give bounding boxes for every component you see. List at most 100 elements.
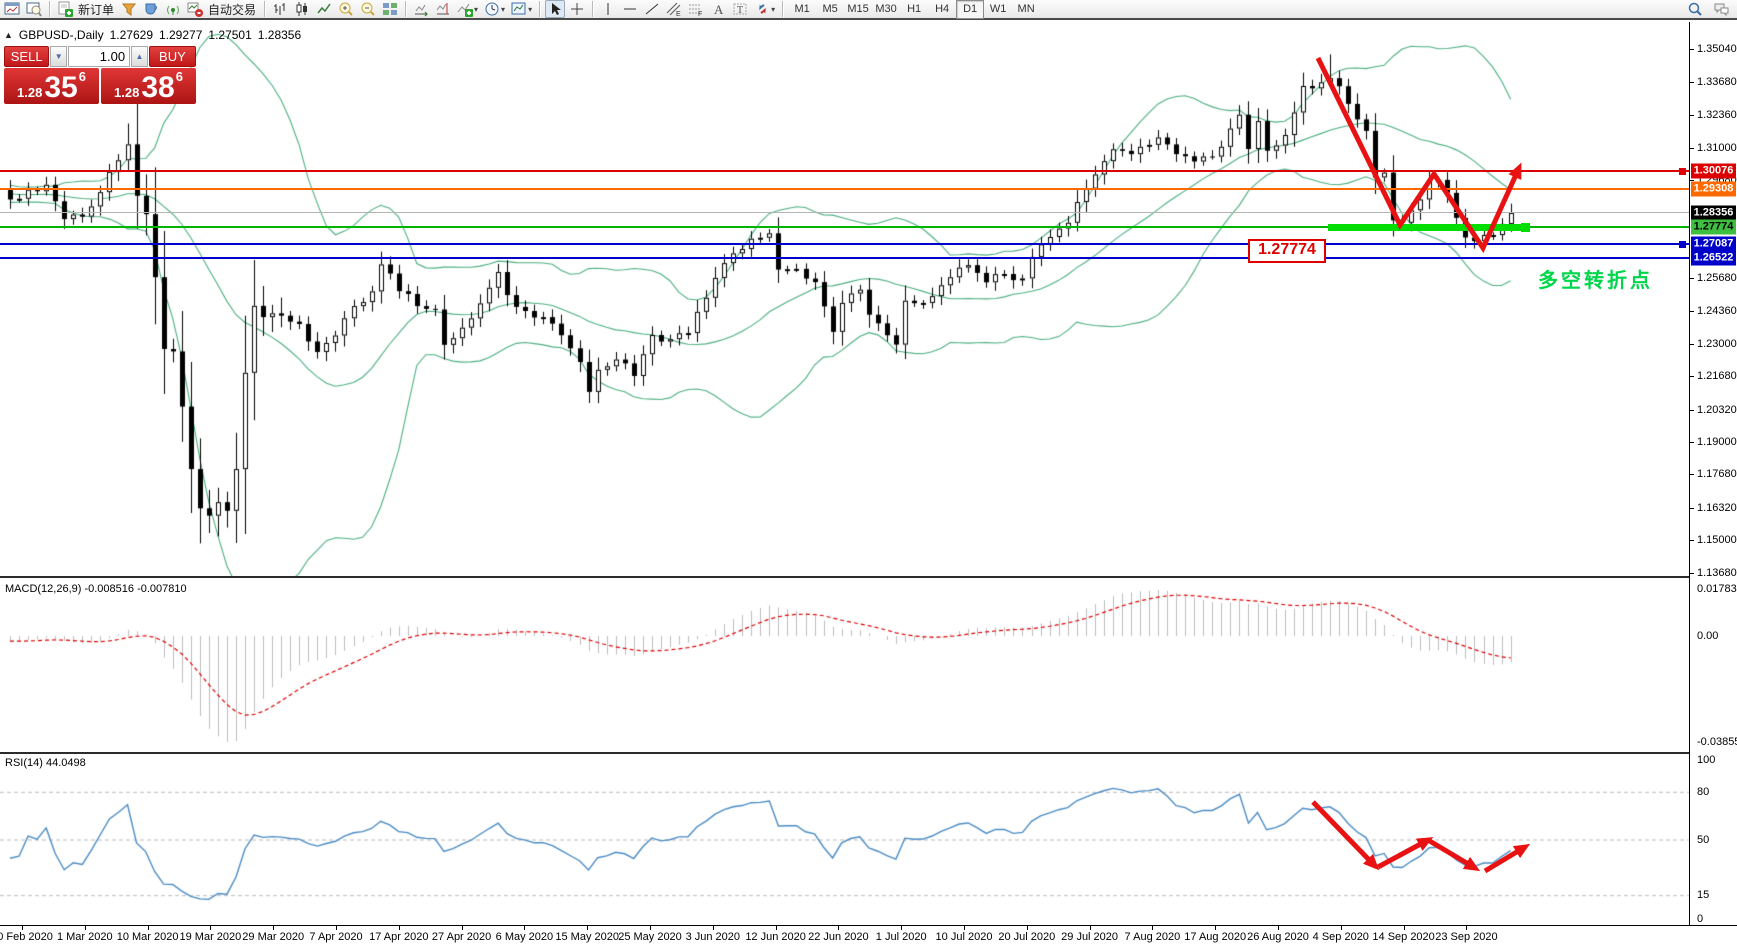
label-icon[interactable]: T xyxy=(730,0,750,18)
date-label: 10 Mar 2020 xyxy=(116,931,179,943)
macd-title: MACD(12,26,9) -0.008516 -0.007810 xyxy=(5,583,187,595)
buy-button[interactable]: BUY xyxy=(148,46,196,67)
horizontal-line-object[interactable] xyxy=(0,188,1689,191)
indicators-icon[interactable]: ▾ xyxy=(455,0,480,18)
line-endpoint-handle[interactable] xyxy=(1521,222,1530,232)
window-chart-icon[interactable] xyxy=(2,0,22,18)
rsi-canvas[interactable] xyxy=(0,754,1690,924)
svg-text:F: F xyxy=(698,11,702,17)
new-order-label[interactable]: 新订单 xyxy=(78,2,115,17)
volume-decrease-button[interactable]: ▼ xyxy=(50,46,68,67)
cursor-icon[interactable] xyxy=(545,0,566,18)
timeframe-button-M1[interactable]: M1 xyxy=(794,3,810,15)
search-icon[interactable] xyxy=(1685,0,1705,18)
timeframe-button-H4[interactable]: H4 xyxy=(935,3,950,15)
arrows-icon[interactable]: ▾ xyxy=(752,0,777,18)
timeframe-button-MN[interactable]: MN xyxy=(1017,3,1035,15)
candle-chart-icon[interactable] xyxy=(292,0,312,18)
volume-input[interactable] xyxy=(68,46,131,67)
line-endpoint-handle[interactable] xyxy=(1679,167,1686,175)
date-label: 23 Sep 2020 xyxy=(1435,931,1498,943)
price-tick-mark xyxy=(1690,344,1694,346)
macd-pane[interactable]: MACD(12,26,9) -0.008516 -0.007810 xyxy=(0,580,1690,752)
zoom-in-icon[interactable] xyxy=(336,0,356,18)
timeframe-button-W1[interactable]: W1 xyxy=(989,3,1007,15)
rsi-pane[interactable]: RSI(14) 44.0498 xyxy=(0,754,1690,924)
bid-price-line[interactable] xyxy=(0,212,1689,214)
timeframe-button-M30[interactable]: M30 xyxy=(875,3,897,15)
text-icon[interactable]: A xyxy=(708,0,728,18)
buy-price-sup: 6 xyxy=(175,69,183,84)
svg-text:T: T xyxy=(737,5,743,16)
timeframe-button-M5[interactable]: M5 xyxy=(822,3,838,15)
price-tick-mark xyxy=(1690,49,1694,50)
collapse-trade-panel-icon[interactable]: ▲ xyxy=(4,30,13,40)
date-label: 27 Apr 2020 xyxy=(431,931,492,943)
horizontal-line-object[interactable] xyxy=(0,169,1689,172)
support-price-label[interactable]: 1.27774 xyxy=(1248,239,1326,263)
price-line-label: 1.30076 xyxy=(1691,163,1736,179)
chart-header: ▲ GBPUSD-,Daily 1.27629 1.29277 1.27501 … xyxy=(4,28,301,42)
timeframe-button-H1[interactable]: H1 xyxy=(907,3,922,15)
date-label: 15 May 2020 xyxy=(555,931,619,943)
horizontal-line-icon[interactable] xyxy=(620,0,640,18)
templates-icon[interactable]: ▾ xyxy=(509,0,534,18)
price-tick-mark xyxy=(1690,82,1694,84)
one-click-trade-panel: SELL ▼ ▲ BUY 1.28 35 6 1.28 38 6 xyxy=(4,46,196,104)
tile-windows-icon[interactable] xyxy=(380,0,400,18)
channel-icon[interactable]: E xyxy=(664,0,684,18)
turning-point-annotation[interactable]: 多空转折点 xyxy=(1538,270,1653,292)
macd-scale-label: -0.038559 xyxy=(1697,736,1737,748)
volume-increase-button[interactable]: ▲ xyxy=(131,46,148,67)
pane-separator[interactable] xyxy=(0,752,1737,754)
date-label: 19 Mar 2020 xyxy=(179,931,242,943)
line-chart-icon[interactable] xyxy=(314,0,334,18)
price-scale[interactable]: 1.35040 1.33680 1.32360 1.31000 1.29680 1.256… xyxy=(1690,22,1737,925)
timeframe-button-D1[interactable]: D1 xyxy=(956,0,985,19)
toolbar-separator xyxy=(405,1,407,17)
date-label: 29 Mar 2020 xyxy=(242,931,305,943)
timeframe-button-M15[interactable]: M15 xyxy=(847,3,869,15)
auto-scroll-icon[interactable] xyxy=(411,0,431,18)
crosshair-icon[interactable] xyxy=(567,0,587,18)
signals-icon[interactable] xyxy=(163,0,183,18)
price-tick-label: 1.25680 xyxy=(1697,272,1737,285)
macd-scale-label: 0.00 xyxy=(1697,630,1719,642)
chevron-down-icon: ▾ xyxy=(474,4,479,14)
trendline-icon[interactable] xyxy=(642,0,662,18)
price-tick-label: 1.23000 xyxy=(1697,338,1737,351)
date-tick-mark xyxy=(1466,926,1468,930)
history-icon[interactable] xyxy=(119,0,139,18)
vertical-line-icon[interactable] xyxy=(598,0,618,18)
horizontal-line-object[interactable] xyxy=(0,256,1689,259)
autotrading-icon[interactable] xyxy=(185,0,205,18)
price-tick-label: 1.20320 xyxy=(1697,403,1737,416)
line-endpoint-handle[interactable] xyxy=(1679,240,1686,248)
sell-button[interactable]: SELL xyxy=(4,46,50,67)
sell-price-big: 35 xyxy=(44,71,78,104)
pane-separator[interactable] xyxy=(0,576,1737,578)
price-line-label: 1.29308 xyxy=(1691,181,1736,197)
buy-price-display[interactable]: 1.28 38 6 xyxy=(101,68,196,104)
sell-price-display[interactable]: 1.28 35 6 xyxy=(4,68,99,104)
autotrading-label[interactable]: 自动交易 xyxy=(208,2,257,17)
profiles-icon[interactable] xyxy=(24,0,44,18)
horizontal-line-object[interactable] xyxy=(0,226,1689,229)
chat-icon[interactable] xyxy=(1711,0,1731,18)
horizontal-line-object[interactable] xyxy=(0,242,1689,245)
terminal-icon[interactable] xyxy=(141,0,161,18)
price-tick-mark xyxy=(1690,540,1694,542)
fibonacci-icon[interactable]: F xyxy=(686,0,706,18)
zoom-out-icon[interactable] xyxy=(358,0,378,18)
macd-canvas[interactable] xyxy=(0,580,1690,752)
date-tick-mark xyxy=(1403,926,1405,930)
chart-shift-icon[interactable] xyxy=(433,0,453,18)
bar-chart-icon[interactable] xyxy=(270,0,290,18)
main-chart-pane[interactable]: ▲ GBPUSD-,Daily 1.27629 1.29277 1.27501 … xyxy=(0,22,1690,577)
date-label: 3 Jun 2020 xyxy=(685,931,741,943)
periods-icon[interactable]: ▾ xyxy=(482,0,507,18)
new-order-icon[interactable] xyxy=(55,0,75,18)
support-trendline-segment[interactable] xyxy=(1328,223,1530,231)
